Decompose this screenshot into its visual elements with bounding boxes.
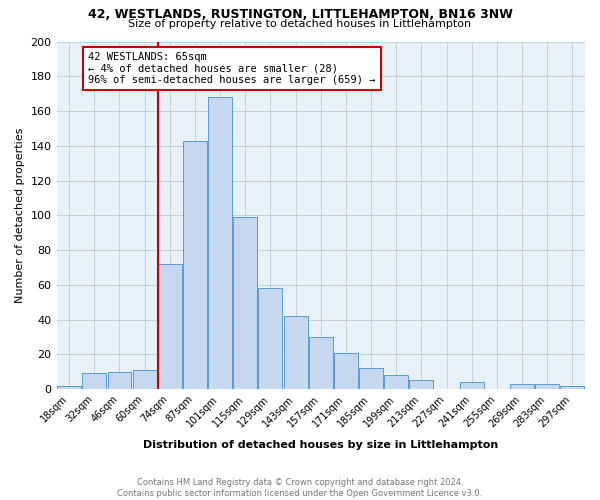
- Bar: [208, 97, 232, 389]
- Bar: [535, 384, 559, 389]
- Text: 42, WESTLANDS, RUSTINGTON, LITTLEHAMPTON, BN16 3NW: 42, WESTLANDS, RUSTINGTON, LITTLEHAMPTON…: [88, 8, 512, 20]
- Bar: [158, 264, 182, 389]
- Bar: [107, 372, 131, 389]
- Bar: [510, 384, 534, 389]
- Bar: [334, 352, 358, 389]
- Text: Contains HM Land Registry data © Crown copyright and database right 2024.
Contai: Contains HM Land Registry data © Crown c…: [118, 478, 482, 498]
- Bar: [57, 386, 81, 389]
- Bar: [560, 386, 584, 389]
- Bar: [359, 368, 383, 389]
- Bar: [284, 316, 308, 389]
- Bar: [133, 370, 157, 389]
- Bar: [233, 217, 257, 389]
- Bar: [82, 374, 106, 389]
- Text: 42 WESTLANDS: 65sqm
← 4% of detached houses are smaller (28)
96% of semi-detache: 42 WESTLANDS: 65sqm ← 4% of detached hou…: [88, 52, 376, 85]
- Text: Size of property relative to detached houses in Littlehampton: Size of property relative to detached ho…: [128, 19, 472, 29]
- Bar: [259, 288, 283, 389]
- Y-axis label: Number of detached properties: Number of detached properties: [15, 128, 25, 303]
- Bar: [409, 380, 433, 389]
- Bar: [460, 382, 484, 389]
- X-axis label: Distribution of detached houses by size in Littlehampton: Distribution of detached houses by size …: [143, 440, 499, 450]
- Bar: [385, 375, 408, 389]
- Bar: [183, 140, 207, 389]
- Bar: [309, 337, 333, 389]
